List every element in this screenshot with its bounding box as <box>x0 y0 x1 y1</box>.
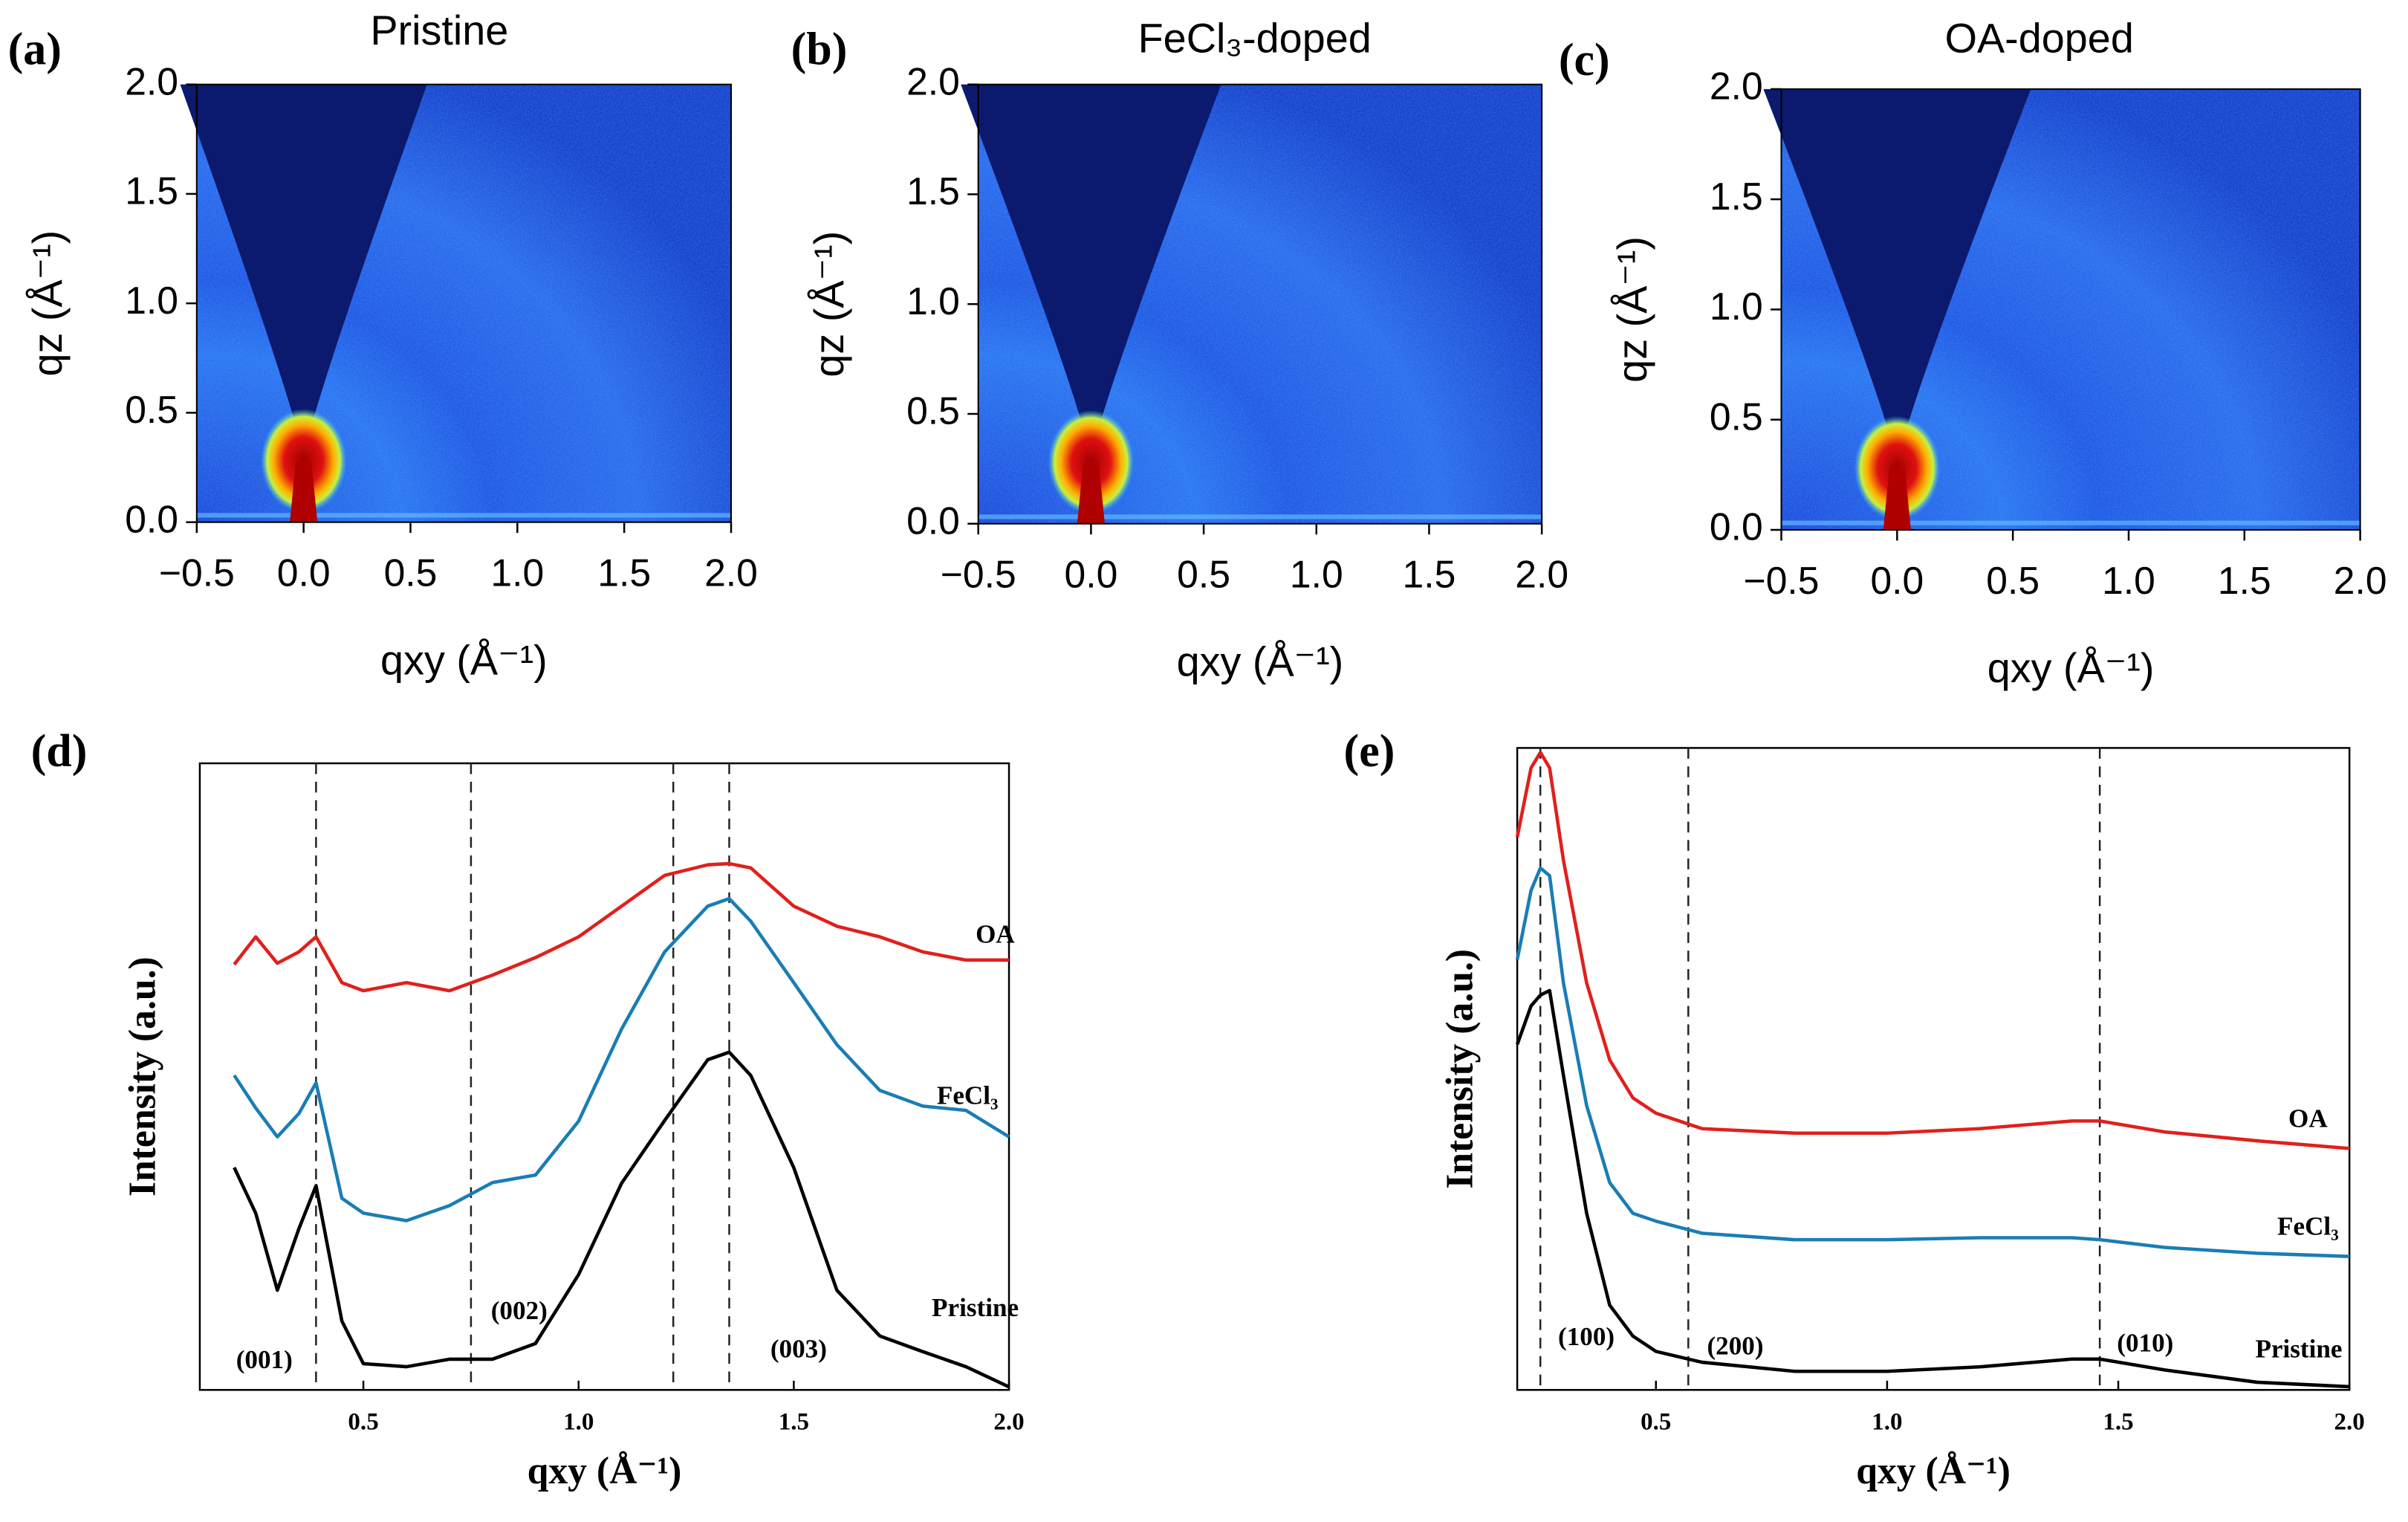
y-tick-label: 1.0 <box>125 279 178 322</box>
plot-frame <box>198 762 1010 1391</box>
x-tick-label: 1.0 <box>1872 1408 1902 1435</box>
x-tick-label: 0.5 <box>348 1408 378 1435</box>
panel-title: OA-doped <box>1945 15 2134 62</box>
y-axis-label: Intensity (a.u.) <box>121 956 163 1196</box>
y-tick-label: 0.5 <box>906 389 960 433</box>
x-tick-label: 2.0 <box>993 1408 1024 1435</box>
x-tick-label: 1.0 <box>563 1408 594 1435</box>
panel: (c) OA-doped −0.5 0.0 0.5 1.0 1.5 2.0 0.0 0.5 1.0 1… <box>1559 15 2387 691</box>
peak-annotation: (001) <box>236 1345 293 1374</box>
panel-label: (e) <box>1344 726 1395 777</box>
y-axis-label: qz (Å⁻¹) <box>805 231 852 378</box>
y-axis-label: Intensity (a.u.) <box>1439 949 1482 1189</box>
y-tick-label: 0.5 <box>1710 395 1763 438</box>
x-axis-label: qxy (Å⁻¹) <box>1987 644 2155 691</box>
y-tick-label: 1.5 <box>125 169 178 213</box>
x-tick-label: 1.5 <box>779 1408 809 1435</box>
x-tick-label: 2.0 <box>2334 1408 2365 1435</box>
y-tick-label: 1.0 <box>1710 285 1763 328</box>
horizon-line <box>978 514 1542 519</box>
panel: (e) OA FeCl₃ Pristine (100) (200) (010) 0.5 1.0 1… <box>1344 726 2365 1492</box>
series-label: Pristine <box>2255 1335 2342 1364</box>
plot-frame <box>1516 747 2351 1391</box>
peak-annotation: (100) <box>1558 1322 1614 1351</box>
x-tick-label: 2.0 <box>704 551 758 595</box>
y-tick-label: 0.0 <box>906 499 960 542</box>
beam-shadow <box>1763 88 2031 464</box>
series-label: Pristine <box>932 1293 1019 1322</box>
panel-label: (d) <box>31 726 88 777</box>
x-axis-label: qxy (Å⁻¹) <box>1856 1450 2011 1492</box>
x-tick-label: 0.5 <box>1177 553 1230 596</box>
y-tick-label: 0.0 <box>1710 505 1763 548</box>
y-tick-label: 1.5 <box>1710 175 1763 218</box>
beam-shadow <box>961 84 1221 459</box>
x-tick-label: 2.0 <box>2334 559 2387 602</box>
peak-annotation: (010) <box>2117 1328 2173 1357</box>
y-tick-label: 2.0 <box>125 59 178 103</box>
series-line <box>233 1050 1010 1389</box>
series-line <box>233 896 1010 1223</box>
specular-stem <box>290 461 318 522</box>
x-tick-label: −0.5 <box>159 551 235 595</box>
y-tick-label: 0.5 <box>125 388 178 431</box>
series-line <box>1515 751 2350 1150</box>
y-axis-label: qz (Å⁻¹) <box>1609 236 1655 383</box>
panel: (a) Pristine −0.5 0.0 0.5 1.0 1.5 2.0 0.0 0.5 1.0 1… <box>8 7 758 683</box>
panel-label: (b) <box>791 25 848 75</box>
series-label: OA <box>976 920 1015 949</box>
panel-title: Pristine <box>370 7 508 54</box>
peak-annotation: (200) <box>1707 1332 1763 1361</box>
x-tick-label: 0.0 <box>277 551 331 595</box>
series-label: FeCl₃ <box>2277 1211 2339 1240</box>
horizon-line <box>196 513 731 518</box>
x-axis-label: qxy (Å⁻¹) <box>380 637 548 684</box>
panel: (d) OA FeCl₃ Pristine (001) (002) (003) 0.5 1.0 1… <box>31 726 1025 1492</box>
y-tick-label: 1.0 <box>906 279 960 323</box>
x-tick-label: 0.5 <box>384 551 438 595</box>
y-tick-label: 0.0 <box>125 497 178 540</box>
panel: (b) FeCl₃-doped −0.5 0.0 0.5 1.0 1.5 2.0 0.0 0.5 1… <box>791 15 1568 685</box>
peak-annotation: (003) <box>770 1335 827 1364</box>
x-tick-label: 1.5 <box>2218 559 2271 602</box>
y-tick-label: 2.0 <box>1710 65 1763 108</box>
x-tick-label: 0.0 <box>1064 553 1117 596</box>
horizon-line <box>1781 520 2360 525</box>
x-tick-label: 1.5 <box>2103 1408 2133 1435</box>
x-axis-label: qxy (Å⁻¹) <box>1177 638 1344 685</box>
x-tick-label: 1.0 <box>2102 559 2155 602</box>
x-tick-label: 0.0 <box>1870 559 1924 602</box>
series-label: OA <box>2288 1104 2328 1133</box>
y-tick-label: 2.0 <box>906 59 960 103</box>
x-tick-label: −0.5 <box>1744 559 1820 602</box>
x-tick-label: 1.0 <box>1290 553 1343 596</box>
series-line <box>1515 866 2350 1258</box>
panel-label: (a) <box>8 25 62 75</box>
x-tick-label: 2.0 <box>1515 553 1568 596</box>
y-axis-label: qz (Å⁻¹) <box>24 230 71 377</box>
beam-shadow <box>180 84 427 457</box>
y-tick-label: 1.5 <box>906 169 960 213</box>
series-label: FeCl₃ <box>937 1081 999 1110</box>
specular-stem <box>1883 467 1911 530</box>
x-tick-label: 1.5 <box>1403 553 1456 596</box>
x-tick-label: 0.5 <box>1986 559 2039 602</box>
panel-label: (c) <box>1559 35 1610 85</box>
series-line <box>1515 988 2350 1389</box>
x-tick-label: −0.5 <box>941 553 1016 596</box>
specular-glow <box>1854 415 1941 521</box>
specular-stem <box>1077 462 1105 524</box>
x-tick-label: 1.5 <box>597 551 651 595</box>
x-tick-label: 0.5 <box>1641 1408 1671 1435</box>
panel-title: FeCl₃-doped <box>1138 15 1372 62</box>
x-axis-label: qxy (Å⁻¹) <box>528 1450 682 1492</box>
series-line <box>233 861 1010 993</box>
peak-annotation: (002) <box>491 1296 548 1325</box>
x-tick-label: 1.0 <box>490 551 544 595</box>
